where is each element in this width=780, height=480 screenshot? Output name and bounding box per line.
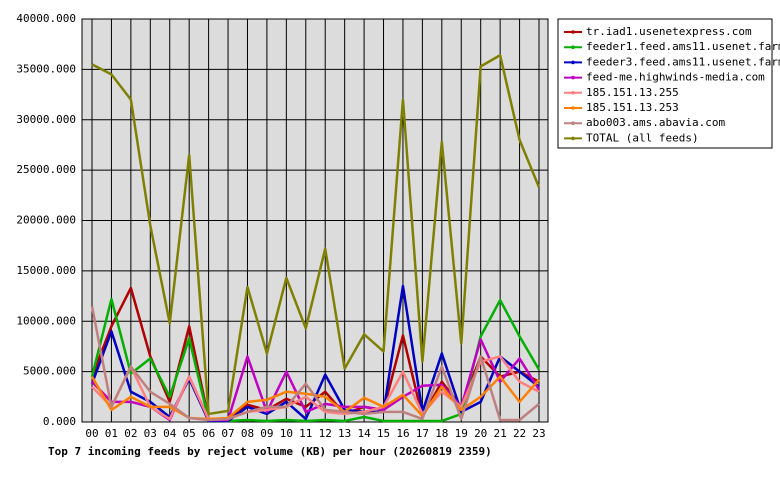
legend-dot xyxy=(571,136,575,141)
legend-label: 185.151.13.255 xyxy=(586,86,679,99)
legend-label: feeder1.feed.ams11.usenet.farm xyxy=(586,40,780,53)
legend-dot xyxy=(571,45,575,49)
x-tick-label: 13 xyxy=(338,427,351,440)
legend-label: 185.151.13.253 xyxy=(586,101,679,114)
y-tick-label: 0.000 xyxy=(43,415,76,428)
legend-dot xyxy=(571,60,575,65)
x-tick-label: 18 xyxy=(435,427,448,440)
x-tick-label: 06 xyxy=(202,427,215,440)
x-tick-label: 04 xyxy=(163,427,177,440)
legend-box xyxy=(557,18,773,149)
series-line xyxy=(91,54,541,416)
x-tick-label: 16 xyxy=(396,427,409,440)
y-tick-label: 30000.000 xyxy=(16,113,76,126)
x-tick-label: 05 xyxy=(183,427,196,440)
legend-dot xyxy=(571,106,575,110)
y-tick-label: 20000.000 xyxy=(16,214,76,227)
x-tick-label: 07 xyxy=(221,427,234,440)
x-tick-label: 09 xyxy=(260,427,273,440)
y-tick-label: 25000.000 xyxy=(16,163,76,176)
x-tick-label: 10 xyxy=(280,427,293,440)
legend-dot xyxy=(571,30,575,34)
series-line xyxy=(91,355,540,421)
x-tick-label: 17 xyxy=(416,427,429,440)
x-tick-label: 15 xyxy=(377,427,390,440)
y-tick-label: 35000.000 xyxy=(16,62,76,75)
x-tick-label: 00 xyxy=(85,427,98,440)
x-tick-label: 01 xyxy=(105,427,118,440)
chart-title: Top 7 incoming feeds by reject volume (K… xyxy=(48,445,492,458)
x-tick-label: 02 xyxy=(124,427,137,440)
y-tick-label: 10000.000 xyxy=(16,314,76,327)
x-tick-label: 14 xyxy=(357,427,371,440)
x-tick-label: 11 xyxy=(299,427,312,440)
legend-dot xyxy=(571,91,575,95)
x-tick-label: 23 xyxy=(532,427,545,440)
legend-label: tr.iad1.usenetexpress.com xyxy=(586,25,752,38)
legend-label: feed-me.highwinds-media.com xyxy=(586,71,765,84)
legend-label: feeder3.feed.ams11.usenet.farm xyxy=(586,55,780,68)
x-tick-label: 21 xyxy=(494,427,507,440)
y-tick-label: 40000.000 xyxy=(16,12,76,25)
x-tick-label: 20 xyxy=(474,427,487,440)
legend-dot xyxy=(571,75,575,80)
legend-dot xyxy=(571,121,575,125)
x-tick-label: 19 xyxy=(455,427,468,440)
legend-label: TOTAL (all feeds) xyxy=(586,131,699,144)
x-tick-label: 12 xyxy=(319,427,332,440)
x-tick-label: 22 xyxy=(513,427,526,440)
x-tick-label: 03 xyxy=(144,427,157,440)
series-line xyxy=(90,305,540,422)
x-tick-label: 08 xyxy=(241,427,254,440)
legend-label: abo003.ams.abavia.com xyxy=(586,116,725,129)
y-tick-label: 5000.000 xyxy=(23,365,76,378)
y-tick-label: 15000.000 xyxy=(16,264,76,277)
